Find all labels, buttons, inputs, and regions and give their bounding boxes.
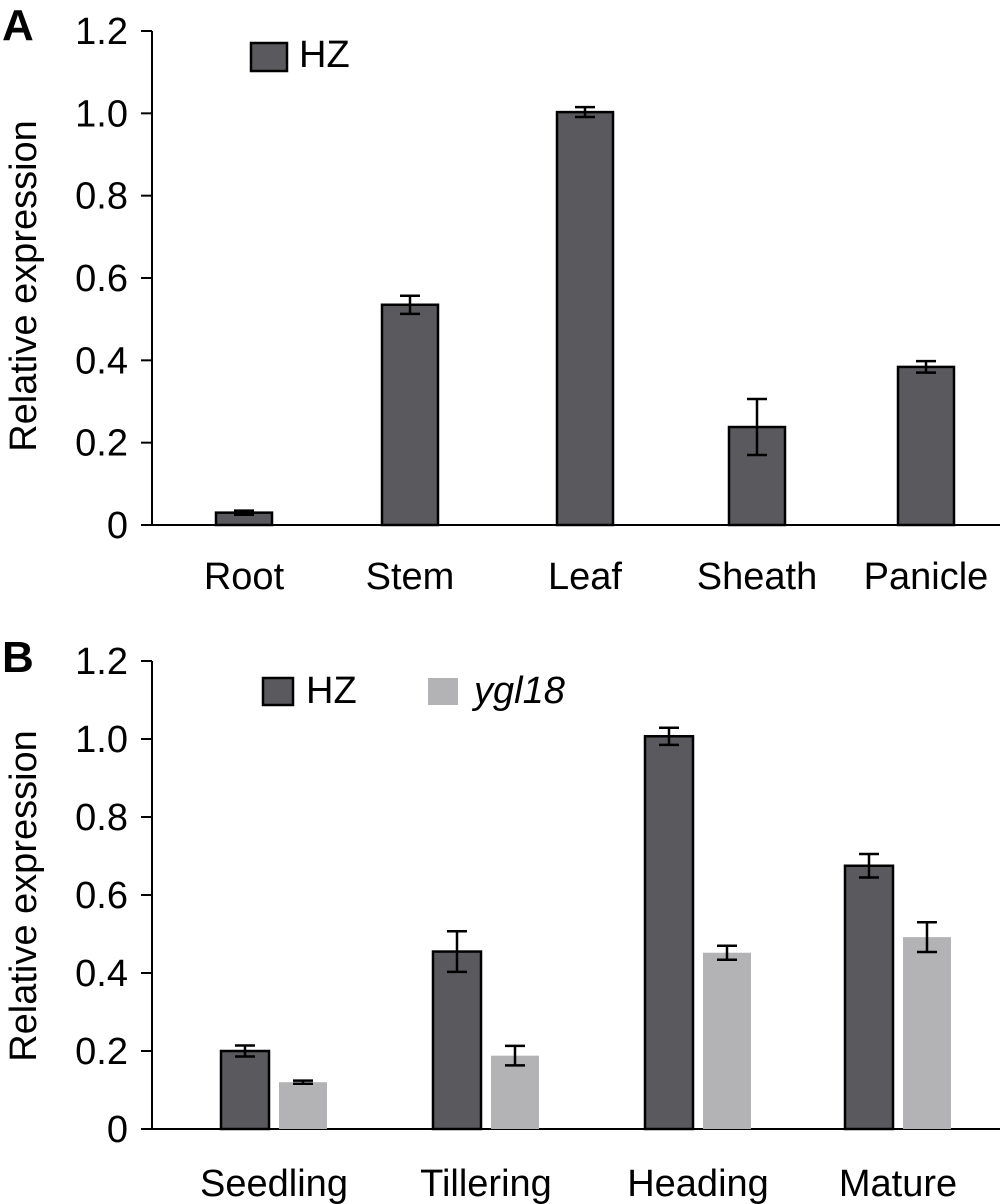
- y-tick-label: 0.2: [75, 1031, 128, 1073]
- bar-HZ: [431, 950, 483, 1131]
- chart-panel-b: B Relative expression 0 0.2 0.4 0.6 0.8 1.0 1.…: [2, 633, 1000, 1204]
- x-category-label: Leaf: [548, 556, 622, 598]
- legend-label: ygl18: [471, 670, 565, 712]
- legend-label: HZ: [299, 34, 350, 76]
- y-tick-label: 0.6: [75, 875, 128, 917]
- bar-HZ: [643, 735, 695, 1131]
- panel-letter: A: [2, 1, 34, 50]
- bar-HZ: [380, 303, 440, 527]
- legend-label: HZ: [306, 670, 357, 712]
- y-tick-label: 0.2: [75, 423, 128, 465]
- x-category-label: Root: [204, 556, 285, 598]
- bar-HZ: [219, 1049, 271, 1131]
- bar-ygl18: [703, 952, 751, 1129]
- y-tick-label: 1.2: [75, 11, 128, 53]
- y-tick-label: 0.4: [75, 340, 128, 382]
- legend-swatch: [249, 41, 289, 73]
- y-tick-label: 0.6: [75, 258, 128, 300]
- chart-panel-a: A Relative expression 0 0.2 0.4 0.6 0.8 1.0 1.…: [2, 1, 1000, 598]
- y-tick-label: 1.2: [75, 641, 128, 683]
- x-category-label: Sheath: [697, 556, 817, 598]
- y-tick-label: 0.8: [75, 797, 128, 839]
- x-category-label: Stem: [366, 556, 455, 598]
- x-category-label: Mature: [839, 1163, 957, 1204]
- bar-ygl18: [279, 1082, 327, 1129]
- y-tick-label: 0: [107, 1109, 128, 1151]
- bar-HZ: [843, 864, 895, 1131]
- panel-letter: B: [2, 633, 34, 682]
- bar-HZ: [555, 110, 615, 527]
- x-category-label: Panicle: [864, 556, 989, 598]
- bar-ygl18: [903, 937, 951, 1129]
- y-axis-title: Relative expression: [3, 730, 45, 1062]
- y-tick-label: 1.0: [75, 93, 128, 135]
- y-tick-label: 0: [107, 505, 128, 547]
- legend-swatch: [428, 678, 458, 705]
- legend-swatch: [261, 676, 295, 707]
- y-tick-label: 1.0: [75, 719, 128, 761]
- y-tick-label: 0.4: [75, 953, 128, 995]
- x-category-label: Seedling: [200, 1163, 348, 1204]
- bar-HZ: [896, 365, 956, 527]
- y-axis-title: Relative expression: [3, 120, 45, 452]
- y-tick-label: 0.8: [75, 176, 128, 218]
- x-category-label: Tillering: [420, 1163, 552, 1204]
- bar-ygl18: [491, 1055, 539, 1129]
- x-category-label: Heading: [627, 1163, 769, 1204]
